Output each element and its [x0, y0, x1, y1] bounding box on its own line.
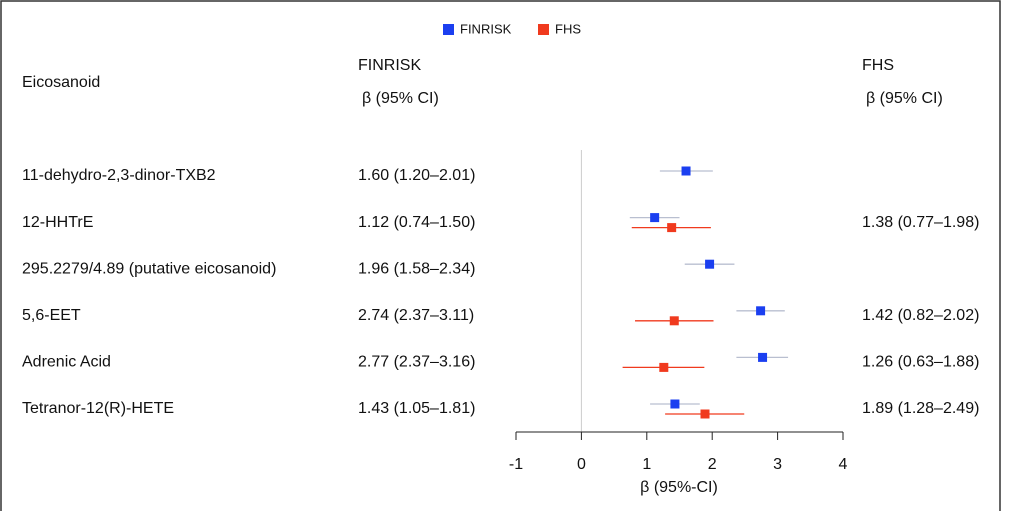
row-label: 5,6-EET — [22, 307, 81, 324]
legend-swatch — [443, 24, 454, 35]
x-tick-label: 4 — [839, 456, 848, 473]
x-axis-title: β (95%-CI) — [640, 479, 718, 496]
column-header: FHS — [862, 57, 894, 74]
point-estimate — [670, 399, 680, 409]
value-label: 1.42 (0.82–2.02) — [862, 307, 979, 324]
value-label: 1.38 (0.77–1.98) — [862, 214, 979, 231]
value-label: 1.26 (0.63–1.88) — [862, 354, 979, 371]
x-tick-label: 1 — [642, 456, 651, 473]
point-estimate — [669, 316, 679, 326]
row-label: Adrenic Acid — [22, 354, 111, 371]
value-label: 1.43 (1.05–1.81) — [358, 400, 475, 417]
row-label: 11-dehydro-2,3-dinor-TXB2 — [22, 167, 216, 184]
point-estimate — [705, 259, 715, 269]
value-label: 1.60 (1.20–2.01) — [358, 167, 475, 184]
value-label: 1.89 (1.28–2.49) — [862, 400, 979, 417]
x-tick-label: 3 — [773, 456, 782, 473]
column-header: FINRISK — [358, 57, 421, 74]
legend-swatch — [538, 24, 549, 35]
row-label: 295.2279/4.89 (putative eicosanoid) — [22, 260, 276, 277]
row-label: Tetranor-12(R)-HETE — [22, 400, 174, 417]
value-label: 2.74 (2.37–3.11) — [358, 307, 474, 324]
label-header: Eicosanoid — [22, 74, 100, 91]
legend-label: FINRISK — [460, 21, 512, 36]
point-estimate — [756, 306, 766, 316]
value-label: 1.96 (1.58–2.34) — [358, 260, 475, 277]
ci-header: β (95% CI) — [866, 90, 943, 107]
point-estimate — [667, 223, 677, 233]
value-label: 1.12 (0.74–1.50) — [358, 214, 475, 231]
point-estimate — [758, 352, 768, 362]
point-estimate — [681, 166, 691, 176]
value-label: 2.77 (2.37–3.16) — [358, 354, 475, 371]
point-estimate — [659, 362, 669, 372]
x-tick-label: 0 — [577, 456, 586, 473]
point-estimate — [650, 213, 660, 223]
ci-header: β (95% CI) — [362, 90, 439, 107]
x-tick-label: -1 — [509, 456, 523, 473]
x-tick-label: 2 — [708, 456, 717, 473]
point-estimate — [700, 409, 710, 419]
legend-label: FHS — [555, 21, 581, 36]
row-label: 12-HHTrE — [22, 214, 93, 231]
